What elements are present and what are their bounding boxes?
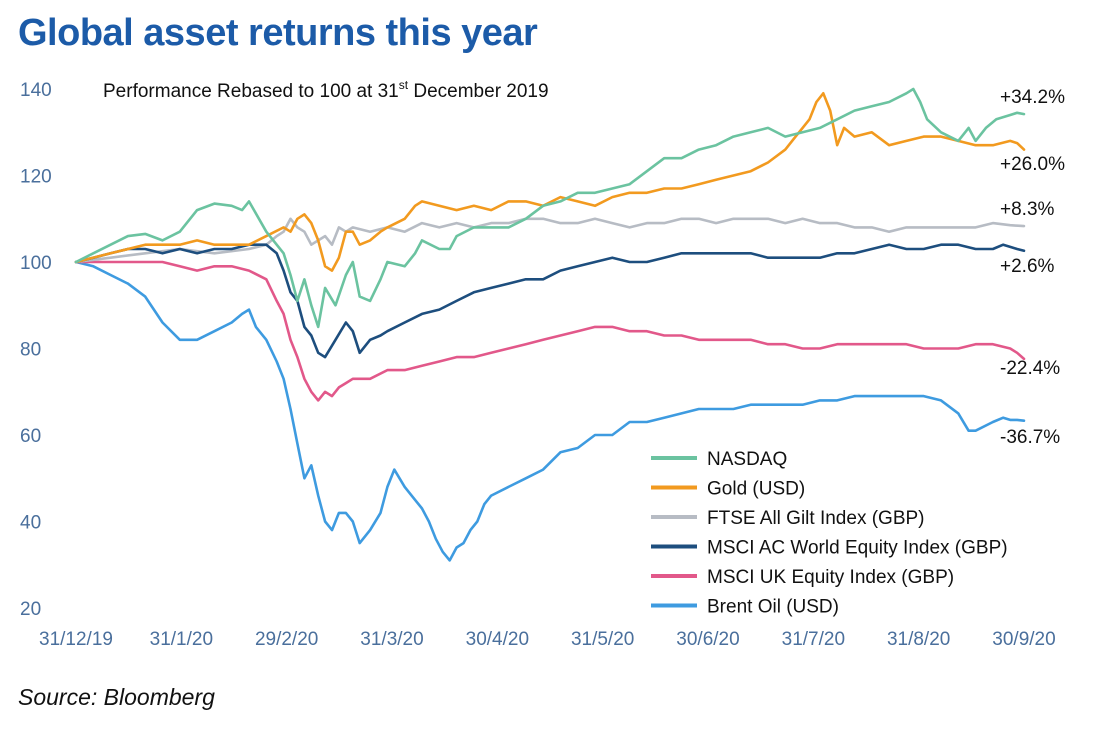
legend-label: NASDAQ [707, 449, 787, 470]
end-value-label: +34.2% [1000, 87, 1065, 108]
series-line [74, 243, 1026, 359]
x-tick-label: 29/2/20 [255, 629, 318, 650]
end-value-label: +2.6% [1000, 256, 1055, 277]
chart-subtitle: Performance Rebased to 100 at 31st Decem… [103, 78, 549, 102]
end-value-label: +8.3% [1000, 199, 1055, 220]
x-tick-label: 30/9/20 [992, 629, 1055, 650]
x-tick-label: 31/5/20 [571, 629, 634, 650]
series-line [74, 217, 1026, 264]
legend: NASDAQ Gold (USD) FTSE All Gilt Index (GBP… [651, 449, 1008, 618]
x-axis-ticks: 31/12/19 31/1/20 29/2/20 31/3/20 30/4/20 31/5… [39, 629, 1056, 650]
y-axis-ticks: 20 40 60 80 100 120 140 [20, 80, 52, 620]
y-tick-label: 40 [20, 513, 41, 534]
end-value-label: -22.4% [1000, 358, 1060, 379]
x-tick-label: 30/4/20 [466, 629, 529, 650]
y-tick-label: 120 [20, 167, 52, 188]
legend-label: FTSE All Gilt Index (GBP) [707, 508, 925, 529]
legend-label: MSCI UK Equity Index (GBP) [707, 567, 954, 588]
series-line [74, 260, 1026, 562]
series-line [74, 260, 1026, 402]
series-end-labels: +34.2% +26.0% +8.3% +2.6% -22.4% -36.7% [1000, 87, 1065, 448]
y-tick-label: 140 [20, 80, 52, 101]
x-tick-label: 31/8/20 [887, 629, 950, 650]
y-tick-label: 60 [20, 426, 41, 447]
x-tick-label: 31/7/20 [782, 629, 845, 650]
page-title: Global asset returns this year [18, 12, 538, 54]
y-tick-label: 20 [20, 599, 41, 620]
legend-label: Brent Oil (USD) [707, 597, 839, 618]
y-tick-label: 80 [20, 340, 41, 361]
x-tick-label: 31/1/20 [150, 629, 213, 650]
end-value-label: -36.7% [1000, 427, 1060, 448]
source-note: Source: Bloomberg [18, 684, 215, 710]
x-tick-label: 31/12/19 [39, 629, 113, 650]
legend-label: MSCI AC World Equity Index (GBP) [707, 538, 1008, 559]
x-tick-label: 30/6/20 [676, 629, 739, 650]
x-tick-label: 31/3/20 [360, 629, 423, 650]
series-lines [74, 87, 1026, 562]
series-line [74, 92, 1026, 272]
legend-label: Gold (USD) [707, 479, 805, 500]
end-value-label: +26.0% [1000, 154, 1065, 175]
y-tick-label: 100 [20, 253, 52, 274]
line-chart: Performance Rebased to 100 at 31st Decem… [20, 78, 1065, 650]
series-line [74, 87, 1026, 329]
